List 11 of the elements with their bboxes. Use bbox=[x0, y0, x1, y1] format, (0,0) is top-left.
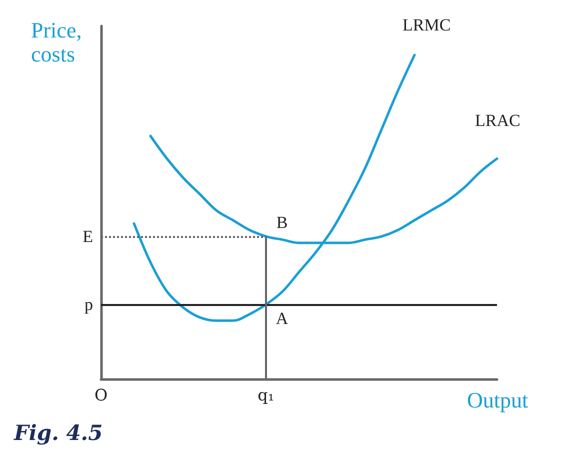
x-tick-label: O bbox=[94, 386, 108, 404]
ref-line-label: E bbox=[82, 226, 93, 246]
annotation: B bbox=[276, 212, 288, 232]
x-tick-label: q₁ bbox=[258, 386, 274, 404]
annotation: A bbox=[276, 308, 289, 328]
series-label: LRMC bbox=[402, 16, 451, 34]
ref-line-label: p bbox=[84, 294, 93, 314]
y-axis-title: Price, costs bbox=[31, 18, 82, 66]
text: LRAC bbox=[475, 111, 520, 130]
caption: Fig. 4.5 bbox=[13, 420, 103, 445]
x-axis-title: Output bbox=[467, 388, 528, 412]
